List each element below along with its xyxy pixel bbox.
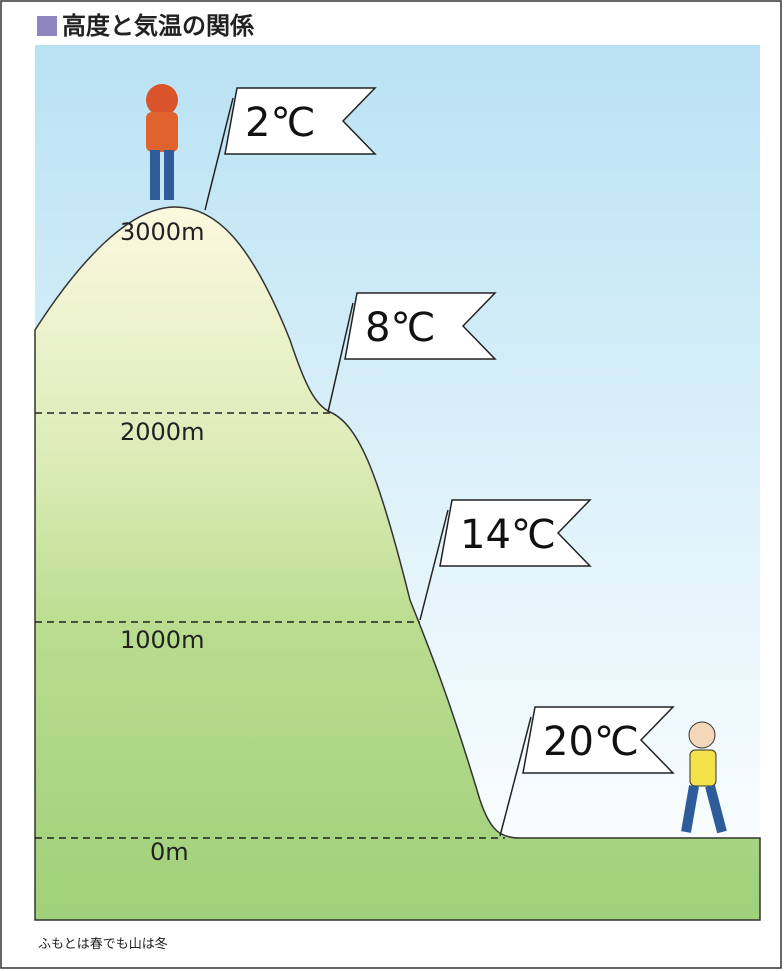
altitude-label: 3000m [120,218,204,246]
temperature-label: 14℃ [460,512,556,558]
altitude-label: 2000m [120,418,204,446]
title: 高度と気温の関係 [62,12,255,40]
title-marker [37,16,57,36]
page: 高度と気温の関係 3000m 2℃ 2000m 8℃ 1000m 14℃ 0m 20℃ ふもと… [0,0,784,971]
altitude-label: 0m [150,838,189,866]
temperature-label: 2℃ [245,100,315,146]
altitude-label: 1000m [120,626,204,654]
temperature-label: 8℃ [365,305,435,351]
temperature-label: 20℃ [543,719,639,765]
caption: ふもとは春でも山は冬 [38,936,168,952]
